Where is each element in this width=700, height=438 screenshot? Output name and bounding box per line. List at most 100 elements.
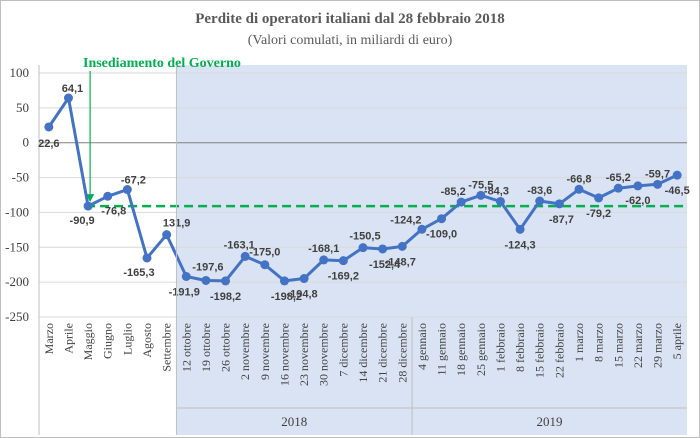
y-axis: 100 50 0 -50 -100 -150 -200 -250 [5,65,29,324]
data-label: -46,5 [665,185,690,197]
data-label: -83,6 [527,185,552,197]
annotation-label: Insediamento del Governo [83,56,241,71]
x-tick-label: Luglio [120,323,134,355]
x-tick-label: 5 aprile [670,323,684,359]
data-point [495,196,505,206]
data-label: -84,3 [484,185,509,197]
x-tick-label: 19 ottobre [199,323,213,372]
annotation-arrowhead [86,194,95,203]
data-point [476,190,486,200]
data-point [201,275,211,285]
x-tick-label: Settembre [160,323,174,372]
data-label: -191,9 [169,286,200,298]
y-tick-label: -200 [5,274,29,289]
data-label: -197,6 [192,261,223,273]
data-label: -152,4 [369,259,401,271]
x-tick-label: 30 novembre [317,323,331,386]
x-tick-label: Marzo [42,323,56,354]
x-tick-label: 1 febbraio [493,323,507,372]
data-point [437,214,447,224]
data-point [279,276,289,286]
x-tick-label: Maggio [81,323,95,360]
data-point [378,244,388,254]
data-label: -85,2 [441,186,466,198]
year-group-label: 2019 [537,414,563,429]
data-point [672,170,682,180]
shaded-period-region [176,65,688,435]
x-tick-label: 8 marzo [592,323,606,362]
data-point [554,199,564,209]
data-label: -75,5 [468,179,493,191]
data-label: 64,1 [62,83,83,95]
data-point [535,196,545,206]
data-label: -124,2 [390,214,421,226]
x-tick-label: 23 novembre [297,323,311,386]
data-label: -62,0 [625,195,650,207]
x-tick-label: 14 dicembre [356,323,370,383]
data-point [653,179,663,189]
x-tick-label: Giugno [101,323,115,359]
year-groups: 2018 2019 [175,65,687,435]
data-point [122,185,132,195]
data-point [240,251,250,261]
data-label: -194,8 [286,289,317,301]
x-tick-label: 11 gennaio [435,323,449,376]
x-tick-label: 4 gennaio [415,323,429,370]
x-tick-label: 16 novembre [277,323,291,386]
x-tick-label: 26 ottobre [219,323,233,372]
data-point [338,256,348,266]
x-tick-label: 9 novembre [258,323,272,380]
data-label: -169,2 [328,271,359,283]
data-point [299,274,309,284]
data-label: -87,7 [549,214,574,226]
x-tick-label: Aprile [61,323,75,354]
x-tick-label: 29 marzo [651,323,665,368]
data-point [63,93,73,103]
data-label: -198,2 [210,291,241,303]
data-point [260,260,270,270]
data-points [44,93,682,286]
data-label: -66,8 [566,173,591,185]
data-label: -150,5 [349,231,380,243]
data-label: -90,9 [70,215,95,227]
x-tick-label: 8 febbraio [513,323,527,372]
data-label: -67,2 [121,175,146,187]
x-tick-label: 21 dicembre [376,323,390,383]
data-point [613,183,623,193]
x-tick-label: 22 marzo [631,323,645,368]
data-label: -148,7 [385,256,416,268]
x-tick-label: 25 gennaio [474,323,488,376]
data-label: -124,3 [504,239,535,251]
y-tick-label: 50 [16,100,29,115]
data-point [221,276,231,286]
x-axis: Marzo Aprile Maggio Giugno Luglio Agosto Sette… [38,65,684,435]
x-tick-label: Agosto [140,323,154,358]
x-tick-label: 15 marzo [611,323,625,368]
y-tick-label: -50 [12,170,29,185]
data-label: -76,8 [101,205,126,217]
data-label: -59,7 [645,168,670,180]
y-tick-label: 100 [10,65,30,80]
chart-subtitle: (Valori comulati, in miliardi di euro) [248,33,453,48]
data-label: -163,1 [224,239,255,251]
data-label: -198,2 [271,291,302,303]
data-label: -165,3 [123,267,154,279]
x-tick-label: 7 dicembre [336,323,350,377]
year-group-label: 2018 [281,414,307,429]
data-point [83,201,93,211]
x-tick-label: 18 gennaio [454,323,468,376]
data-point [594,193,604,203]
data-point [633,181,643,191]
data-point [319,255,329,265]
x-tick-label: 15 febbraio [533,323,547,378]
data-label: -175,0 [249,247,280,259]
x-tick-label: 12 ottobre [179,323,193,372]
y-tick-label: 0 [23,135,30,150]
data-point [181,271,191,281]
data-point [103,191,113,201]
x-tick-label: 1 marzo [572,323,586,362]
x-tick-label: 22 febbraio [552,323,566,378]
data-point [358,243,368,253]
